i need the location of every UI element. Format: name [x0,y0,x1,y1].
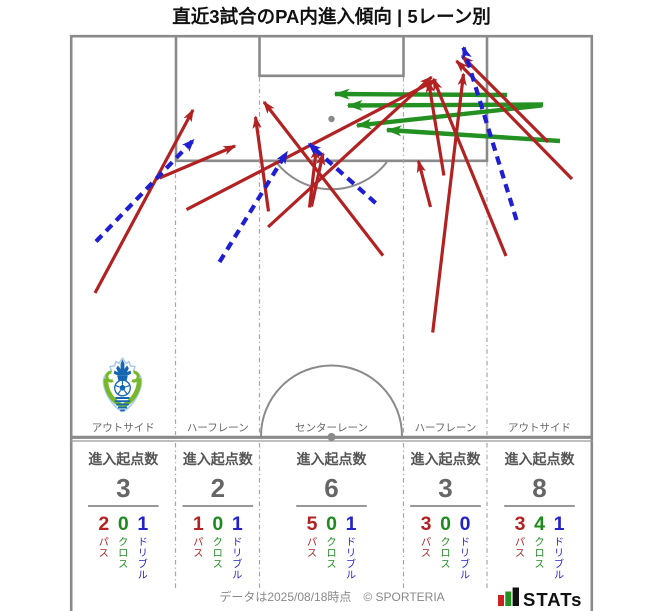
svg-text:3: 3 [515,513,526,535]
svg-text:2: 2 [98,513,109,535]
svg-text:直近3試合のPA内進入傾向 | 5レーン別: 直近3試合のPA内進入傾向 | 5レーン別 [172,6,490,27]
svg-text:2: 2 [211,473,225,503]
svg-text:1: 1 [346,513,357,535]
svg-text:センターレーン: センターレーン [295,422,368,434]
svg-text:ル: ル [460,571,470,582]
svg-text:ス: ス [118,560,128,571]
svg-text:リ: リ [346,549,356,560]
svg-text:パ: パ [515,537,525,549]
svg-text:ク: ク [327,537,337,549]
svg-text:STATs: STATs [523,589,582,610]
svg-text:0: 0 [440,513,451,535]
svg-text:0: 0 [118,513,129,535]
svg-text:進入起点数: 進入起点数 [505,451,576,467]
svg-text:ク: ク [213,537,223,549]
svg-text:1: 1 [554,513,565,535]
svg-text:ブ: ブ [232,558,242,571]
svg-text:ス: ス [99,549,109,560]
svg-text:アウトサイド: アウトサイド [92,422,155,434]
svg-text:ク: ク [441,537,451,549]
svg-text:0: 0 [460,513,471,535]
svg-text:ド: ド [460,538,470,549]
svg-text:ブ: ブ [460,558,470,571]
svg-text:ル: ル [554,571,564,582]
svg-text:進入起点数: 進入起点数 [88,451,159,467]
svg-text:リ: リ [554,549,564,560]
svg-text:ロ: ロ [327,549,337,560]
svg-text:進入起点数: 進入起点数 [411,451,482,467]
svg-text:パ: パ [99,537,109,549]
svg-text:ロ: ロ [535,549,545,560]
svg-text:3: 3 [438,473,452,503]
svg-text:ロ: ロ [441,549,451,560]
svg-text:ス: ス [213,560,223,571]
svg-text:ブ: ブ [346,558,356,571]
svg-text:ド: ド [346,538,356,549]
svg-text:ロ: ロ [213,549,223,560]
svg-text:ブ: ブ [138,558,148,571]
svg-text:ル: ル [346,571,356,582]
svg-text:進入起点数: 進入起点数 [297,451,368,467]
svg-text:パ: パ [307,537,317,549]
svg-text:進入起点数: 進入起点数 [183,451,254,467]
svg-text:リ: リ [232,549,242,560]
svg-text:アウトサイド: アウトサイド [508,422,571,434]
svg-text:ル: ル [232,571,242,582]
svg-text:ク: ク [535,537,545,549]
svg-text:ス: ス [193,549,203,560]
svg-text:ス: ス [327,560,337,571]
svg-text:ハーフレーン: ハーフレーン [415,422,477,434]
svg-text:ス: ス [307,549,317,560]
svg-text:ス: ス [441,560,451,571]
svg-text:ロ: ロ [118,549,128,560]
svg-text:ス: ス [515,549,525,560]
svg-text:ス: ス [535,560,545,571]
svg-text:ク: ク [118,537,128,549]
svg-text:3: 3 [116,473,130,503]
svg-text:0: 0 [212,513,223,535]
svg-text:ド: ド [232,538,242,549]
svg-text:データは2025/08/18時点 © SPORTERIA: データは2025/08/18時点 © SPORTERIA [219,589,444,604]
svg-text:リ: リ [460,549,470,560]
svg-text:3: 3 [421,513,432,535]
svg-text:6: 6 [324,473,338,503]
svg-text:ド: ド [554,538,564,549]
svg-text:ス: ス [421,549,431,560]
svg-text:ル: ル [138,571,148,582]
svg-text:パ: パ [421,537,431,549]
svg-text:1: 1 [193,513,204,535]
svg-text:リ: リ [138,549,148,560]
svg-text:0: 0 [326,513,337,535]
svg-text:1: 1 [137,513,148,535]
svg-text:ブ: ブ [554,558,564,571]
svg-text:ハーフレーン: ハーフレーン [187,422,249,434]
svg-text:ド: ド [138,538,148,549]
svg-text:5: 5 [307,513,318,535]
svg-text:1: 1 [232,513,243,535]
svg-text:8: 8 [532,473,546,503]
svg-text:パ: パ [193,537,203,549]
svg-text:4: 4 [534,513,545,535]
